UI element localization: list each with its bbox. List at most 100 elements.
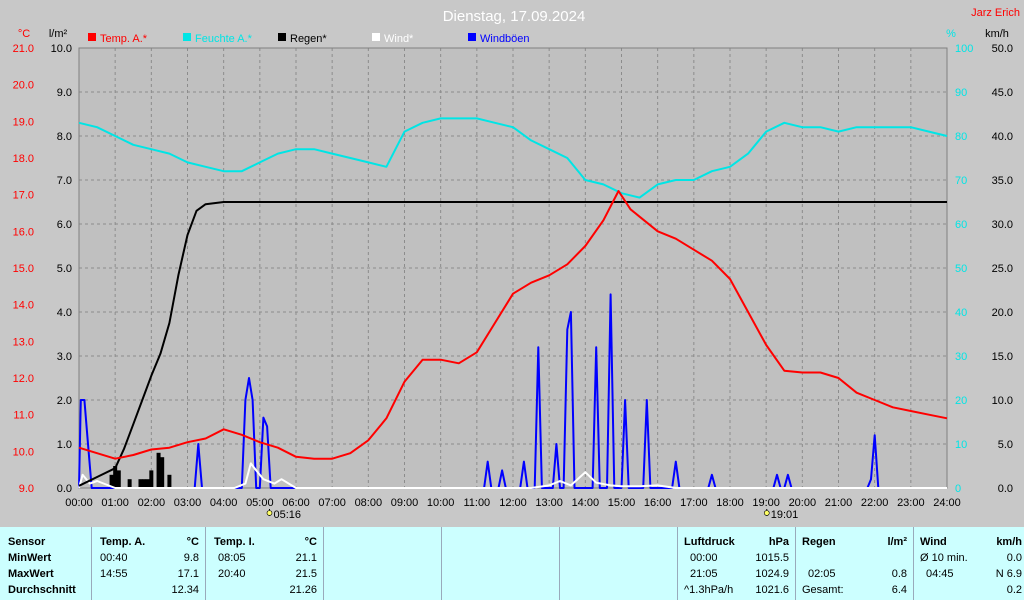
humidity-tick-label: 50 (955, 263, 967, 275)
humidity-tick-label: 10 (955, 439, 967, 451)
sunrise-label: 05:16 (273, 509, 301, 521)
legend-swatch (372, 33, 380, 41)
humidity-tick-label: 90 (955, 87, 967, 99)
rain-bar (145, 479, 150, 488)
humidity-tick-label: 0 (955, 483, 961, 495)
legend-swatch (468, 33, 476, 41)
rain-rate: 0.8 (891, 568, 907, 580)
temp-a-unit: °C (186, 536, 199, 548)
humidity-tick-label: 70 (955, 175, 967, 187)
weather-chart: Dienstag, 17.09.2024 Jarz Erich °C l/m² … (12, 7, 1020, 521)
x-tick-label: 13:00 (535, 497, 563, 509)
rain-bar (109, 474, 114, 488)
rain-bar (113, 466, 118, 488)
x-tick-label: 15:00 (608, 497, 636, 509)
legend-label: Regen* (290, 33, 327, 45)
temp-tick-label: 15.0 (13, 263, 34, 275)
rain-time: 02:05 (808, 568, 836, 580)
sunset-label: 19:01 (771, 509, 799, 521)
stats-temp-a-column: Temp. A. °C 00:40 9.8 14:55 17.1 12.34 (92, 527, 206, 600)
rain-bar (142, 479, 147, 488)
temp-i-max-time: 20:40 (218, 568, 246, 580)
pressure-min-time: 00:00 (690, 552, 718, 564)
pressure-max: 1024.9 (755, 568, 789, 580)
rain-bars (109, 452, 172, 488)
legend: Temp. A.* Feuchte A.* Regen* Wind* Windböen (88, 33, 530, 45)
wind-tick-label: 30.0 (992, 219, 1013, 231)
x-tick-label: 20:00 (789, 497, 817, 509)
humidity-tick-label: 100 (955, 43, 973, 55)
rain-bar (116, 470, 121, 488)
temp-a-max: 17.1 (177, 568, 199, 580)
temp-i-min-time: 08:05 (218, 552, 246, 564)
x-tick-label: 03:00 (174, 497, 202, 509)
rain-tick-label: 4.0 (57, 307, 72, 319)
temp-i-unit: °C (304, 536, 317, 548)
x-tick-label: 17:00 (680, 497, 708, 509)
temp-tick-label: 18.0 (13, 153, 34, 165)
wind-unit: km/h (996, 536, 1022, 548)
x-tick-label: 02:00 (138, 497, 166, 509)
legend-label: Temp. A.* (100, 33, 148, 45)
x-tick-label: 12:00 (499, 497, 527, 509)
rain-tick-label: 8.0 (57, 131, 72, 143)
row-label-min: MinWert (8, 552, 52, 564)
pressure-trend: ^1.3hPa/h (684, 584, 734, 596)
legend-swatch (88, 33, 96, 41)
wind-tick-label: 20.0 (992, 307, 1013, 319)
pressure-unit: hPa (768, 536, 789, 548)
wind-tick-label: 40.0 (992, 131, 1013, 143)
temp-a-min-time: 00:40 (100, 552, 128, 564)
temp-tick-label: 10.0 (13, 446, 34, 458)
rain-unit-label: l/m² (49, 28, 68, 40)
wind-header: Wind (920, 536, 947, 548)
x-tick-label: 23:00 (897, 497, 925, 509)
pressure-header: Luftdruck (684, 536, 735, 548)
rain-bar (156, 452, 161, 488)
temp-unit-label: °C (18, 28, 30, 40)
grid (78, 47, 948, 489)
x-tick-label: 05:00 (246, 497, 274, 509)
x-tick-label: 10:00 (427, 497, 455, 509)
wind-tick-label: 10.0 (992, 395, 1013, 407)
rain-total: 6.4 (891, 584, 907, 596)
rain-bar (127, 479, 132, 488)
rain-tick-label: 9.0 (57, 87, 72, 99)
temp-a-header: Temp. A. (100, 536, 146, 548)
wind-unit-label: km/h (985, 28, 1009, 40)
humidity-unit-label: % (946, 28, 956, 40)
legend-label: Wind* (384, 33, 414, 45)
rain-tick-label: 2.0 (57, 395, 72, 407)
stats-panel: Sensor MinWert MaxWert Durchschnitt Temp… (0, 527, 1024, 600)
wind-avg: 0.0 (1006, 552, 1022, 564)
x-tick-label: 24:00 (933, 497, 961, 509)
stats-empty-column-1 (324, 527, 442, 600)
wind-tick-label: 5.0 (998, 439, 1013, 451)
rain-tick-label: 10.0 (51, 43, 72, 55)
row-label-sensor: Sensor (8, 536, 46, 548)
wind-max-time: 04:45 (926, 568, 954, 580)
wind-avg-label: Ø 10 min. (920, 552, 968, 564)
temp-tick-label: 13.0 (13, 336, 34, 348)
stats-pressure-column: Luftdruck hPa 00:00 1015.5 21:05 1024.9 … (678, 527, 796, 600)
x-tick-label: 21:00 (825, 497, 853, 509)
rain-header: Regen (802, 536, 836, 548)
x-tick-label: 01:00 (101, 497, 129, 509)
rain-total-label: Gesamt: (802, 584, 844, 596)
rain-tick-label: 1.0 (57, 439, 72, 451)
temp-tick-label: 17.0 (13, 190, 34, 202)
temp-a-max-time: 14:55 (100, 568, 128, 580)
temp-a-min: 9.8 (183, 552, 199, 564)
temp-series-line (78, 190, 948, 460)
temp-tick-label: 9.0 (19, 483, 34, 495)
rain-bar (149, 470, 154, 488)
x-tick-label: 11:00 (463, 497, 490, 509)
x-tick-label: 09:00 (391, 497, 419, 509)
sun-markers: 05:16 19:01 (266, 509, 799, 521)
rain-bar (167, 474, 172, 488)
stats-empty-column-3 (560, 527, 678, 600)
x-tick-label: 18:00 (716, 497, 744, 509)
stats-sensor-column: Sensor MinWert MaxWert Durchschnitt (0, 527, 92, 600)
temp-tick-label: 11.0 (13, 410, 34, 422)
rain-tick-label: 7.0 (57, 175, 72, 187)
